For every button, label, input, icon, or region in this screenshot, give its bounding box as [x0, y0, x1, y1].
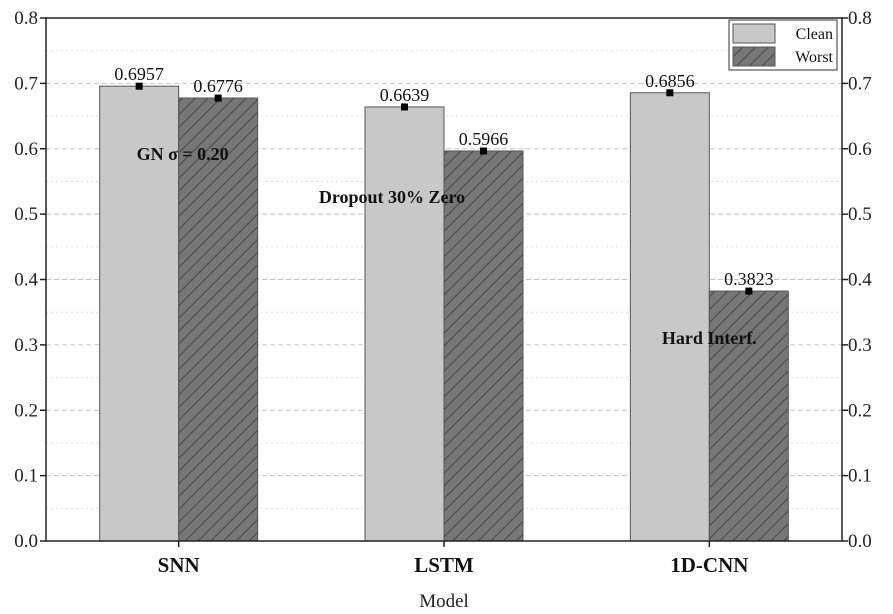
y-tick-label-left: 0.8 — [14, 8, 38, 29]
bar-clean — [99, 85, 180, 542]
y-tick-label-left: 0.4 — [14, 270, 38, 291]
x-axis-label: Model — [419, 591, 469, 612]
legend-label: Worst — [795, 49, 833, 66]
error-marker-clean — [666, 89, 674, 97]
bar-worst — [178, 97, 259, 542]
legend-swatch — [732, 23, 776, 44]
y-tick-label-right: 0.3 — [848, 335, 872, 356]
data-label-clean: 0.6639 — [380, 85, 430, 105]
axes: SNN LSTM 1D-CNN 0.0 0.0 0.1 0.1 0.2 0.2 0.3 0.3 0.4… — [14, 8, 872, 577]
y-tick-label-left: 0.0 — [14, 531, 38, 552]
x-tick-label: 1D-CNN — [670, 553, 748, 577]
bar-worst — [443, 150, 524, 542]
error-marker-worst — [480, 147, 487, 155]
y-tick-label-right: 0.7 — [848, 73, 872, 94]
y-tick-label-right: 0.5 — [848, 204, 872, 225]
y-tick-label-right: 0.1 — [848, 466, 872, 487]
y-tick-label-right: 0.8 — [848, 8, 872, 29]
data-label-worst: 0.6776 — [193, 76, 243, 96]
data-label-worst: 0.5966 — [459, 129, 509, 149]
x-tick-label: SNN — [158, 553, 200, 577]
y-tick-label-left: 0.7 — [14, 73, 38, 94]
error-marker-clean — [401, 103, 408, 111]
legend-swatch — [732, 46, 776, 67]
y-tick-label-left: 0.6 — [14, 139, 38, 160]
error-marker-worst — [745, 287, 753, 295]
data-label-worst: 0.3823 — [724, 269, 774, 289]
y-tick-label-left: 0.3 — [14, 335, 38, 356]
y-tick-label-right: 0.6 — [848, 139, 872, 160]
y-tick-label-left: 0.1 — [14, 466, 38, 487]
y-tick-label-right: 0.4 — [848, 270, 872, 291]
annotation-label: Hard Interf. — [662, 328, 757, 348]
bar-clean — [364, 106, 445, 542]
y-tick-label-left: 0.5 — [14, 204, 38, 225]
bar-worst — [708, 290, 789, 542]
legend-label: Clean — [796, 26, 833, 43]
data-label-clean: 0.6957 — [114, 64, 164, 84]
error-marker-clean — [135, 82, 143, 90]
x-tick-label: LSTM — [414, 553, 474, 577]
error-marker-worst — [214, 94, 222, 102]
y-tick-label-left: 0.2 — [14, 400, 38, 421]
annotation-label: GN σ = 0.20 — [137, 144, 229, 164]
data-labels: 0.6957 0.6776 0.6639 0.5966 0.6856 0.3823 GN σ… — [114, 64, 773, 348]
annotation-label: Dropout 30% Zero — [319, 187, 465, 207]
y-tick-label-right: 0.0 — [848, 531, 872, 552]
bar-clean — [629, 92, 710, 542]
y-tick-label-right: 0.2 — [848, 400, 872, 421]
data-label-clean: 0.6856 — [645, 71, 695, 91]
legend: Clean Worst — [728, 19, 838, 71]
bars — [99, 85, 789, 542]
